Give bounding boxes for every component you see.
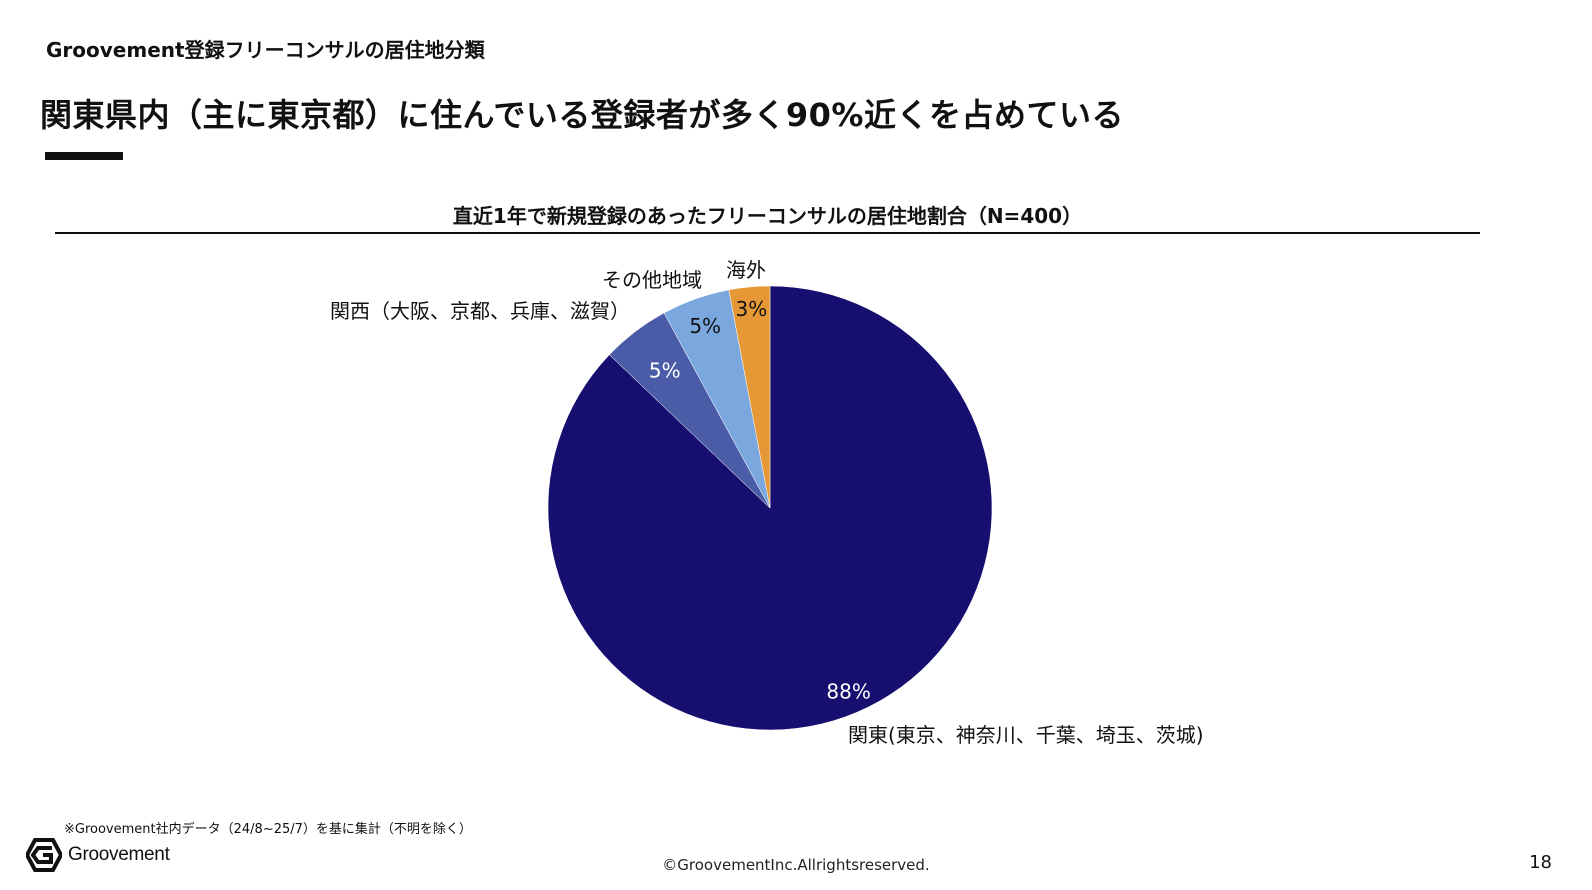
slice-value-label: 3% (736, 297, 768, 321)
slice-value-label: 5% (649, 358, 681, 382)
slice-category-label: 海外 (726, 258, 766, 282)
data-source-note: ※Groovement社内データ（24/8~25/7）を基に集計（不明を除く） (64, 822, 472, 837)
slice-value-label: 88% (826, 680, 870, 704)
slice-category-label: その他地域 (602, 268, 702, 292)
slice-category-label: 関西（大阪、京都、兵庫、滋賀） (330, 299, 630, 323)
groovement-logo-icon (26, 838, 62, 872)
slide-supertitle: Groovement登録フリーコンサルの居住地分類 (46, 38, 485, 62)
chart-title: 直近1年で新規登録のあったフリーコンサルの居住地割合（N=400） (452, 204, 1083, 228)
copyright-notice: ©GroovementInc.Allrightsreserved. (662, 856, 930, 874)
logo-wordmark: Groovement (68, 844, 170, 865)
pie-slice (728, 285, 771, 509)
accent-bar (45, 152, 123, 160)
slice-value-label: 5% (689, 314, 721, 338)
page-number: 18 (1529, 852, 1552, 873)
company-logo: Groovement (26, 838, 170, 872)
slice-category-label: 関東(東京、神奈川、千葉、埼玉、茨城) (848, 723, 1204, 747)
title-underline (55, 232, 1480, 234)
slide-headline: 関東県内（主に東京都）に住んでいる登録者が多く90%近くを占めている (40, 96, 1124, 134)
